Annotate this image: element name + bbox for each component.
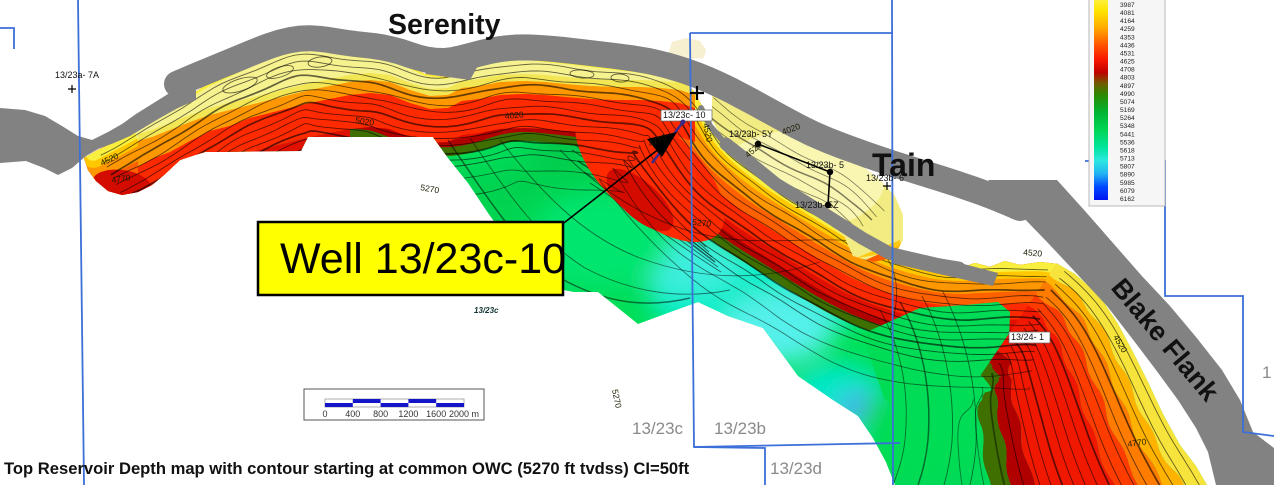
svg-text:5807: 5807 — [1120, 164, 1135, 171]
svg-text:4531: 4531 — [1120, 51, 1135, 58]
svg-text:4520: 4520 — [701, 122, 715, 143]
svg-text:2000 m: 2000 m — [449, 409, 479, 419]
svg-text:3987: 3987 — [1120, 2, 1135, 9]
svg-text:13/23a- 7A: 13/23a- 7A — [55, 70, 99, 80]
svg-text:4520: 4520 — [1023, 247, 1043, 259]
svg-text:5270: 5270 — [610, 388, 624, 409]
svg-text:Tain: Tain — [872, 147, 935, 183]
svg-text:5270: 5270 — [692, 217, 712, 229]
svg-text:5441: 5441 — [1120, 131, 1135, 138]
svg-text:13/23b- 6: 13/23b- 6 — [866, 173, 904, 183]
svg-text:6162: 6162 — [1120, 196, 1135, 203]
svg-text:4708: 4708 — [1120, 67, 1135, 74]
svg-text:800: 800 — [373, 409, 388, 419]
svg-text:13/23c- 10: 13/23c- 10 — [663, 110, 706, 120]
svg-text:4770: 4770 — [111, 172, 131, 185]
svg-text:5890: 5890 — [1120, 172, 1135, 179]
svg-text:4164: 4164 — [1120, 18, 1135, 25]
svg-text:Serenity: Serenity — [388, 9, 501, 41]
svg-text:13/23b- 5Y: 13/23b- 5Y — [729, 129, 773, 139]
svg-text:5074: 5074 — [1120, 99, 1135, 106]
svg-text:4803: 4803 — [1120, 75, 1135, 82]
svg-text:5985: 5985 — [1120, 180, 1135, 187]
svg-text:4353: 4353 — [1120, 34, 1135, 41]
svg-text:5020: 5020 — [355, 115, 375, 128]
svg-text:13/23c: 13/23c — [632, 419, 684, 438]
svg-text:5264: 5264 — [1120, 115, 1135, 122]
svg-text:5618: 5618 — [1120, 147, 1135, 154]
svg-text:13/24- 1: 13/24- 1 — [1011, 332, 1044, 342]
svg-text:Well 13/23c-10: Well 13/23c-10 — [280, 235, 566, 283]
svg-text:4436: 4436 — [1120, 42, 1135, 49]
svg-text:13/23d: 13/23d — [770, 459, 822, 478]
svg-text:4990: 4990 — [1120, 91, 1135, 98]
svg-text:1: 1 — [1262, 363, 1271, 382]
svg-text:Top Reservoir Depth map with c: Top Reservoir Depth map with contour sta… — [4, 459, 690, 478]
svg-text:1200: 1200 — [398, 409, 418, 419]
svg-text:400: 400 — [345, 409, 360, 419]
svg-text:6079: 6079 — [1120, 188, 1135, 195]
svg-text:4081: 4081 — [1120, 10, 1135, 17]
svg-text:4770: 4770 — [1127, 436, 1147, 449]
svg-text:13/23c: 13/23c — [474, 306, 499, 315]
svg-text:13/23b- 5Z: 13/23b- 5Z — [795, 200, 839, 210]
svg-text:1600: 1600 — [426, 409, 446, 419]
svg-text:13/23b- 5: 13/23b- 5 — [806, 160, 844, 170]
svg-text:4259: 4259 — [1120, 26, 1135, 33]
svg-text:5348: 5348 — [1120, 123, 1135, 130]
svg-text:0: 0 — [322, 409, 327, 419]
svg-text:4625: 4625 — [1120, 59, 1135, 66]
svg-text:4897: 4897 — [1120, 83, 1135, 90]
svg-text:5270: 5270 — [420, 182, 441, 195]
svg-text:5169: 5169 — [1120, 107, 1135, 114]
svg-text:5536: 5536 — [1120, 139, 1135, 146]
svg-text:13/23b: 13/23b — [714, 419, 766, 438]
svg-text:4020: 4020 — [504, 109, 524, 121]
svg-text:5713: 5713 — [1120, 156, 1135, 163]
